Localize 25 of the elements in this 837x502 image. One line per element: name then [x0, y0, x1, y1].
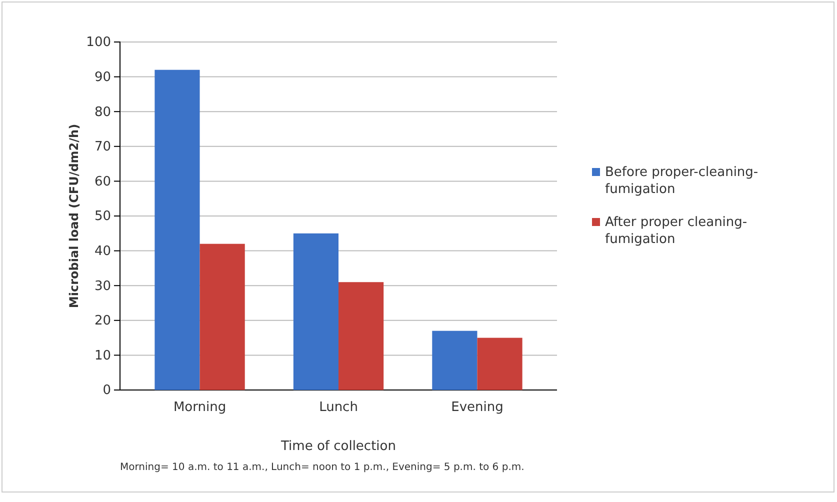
legend-label: Before proper-cleaning-fumigation: [605, 165, 758, 197]
y-tick-label: 100: [86, 35, 111, 50]
x-tick-label: Evening: [451, 400, 504, 416]
bar: [154, 70, 200, 390]
x-tick-label: Morning: [173, 400, 226, 416]
y-axis-title: Microbial load (CFU/dm2/h): [67, 124, 81, 308]
y-tick-label: 0: [102, 383, 111, 398]
bar: [338, 282, 384, 390]
bar: [477, 338, 522, 390]
y-tick-label: 60: [94, 174, 111, 190]
y-tick-label: 10: [94, 348, 111, 364]
y-tick-label: 80: [94, 104, 111, 120]
y-tick-label: 50: [94, 209, 111, 224]
x-tick-label: Lunch: [319, 400, 358, 416]
bar: [293, 233, 338, 390]
y-tick-label: 90: [94, 70, 111, 85]
x-axis-title: Time of collection: [280, 439, 396, 454]
text: Morning= 10 a.m. to 11 a.m., Lunch= noon to 1 p.m., Evening= 5 p.m. to 6 p.m.: [120, 462, 524, 473]
y-tick-label: 40: [94, 244, 111, 259]
bar: [200, 244, 245, 390]
legend-label: After proper cleaning-fumigation: [605, 215, 748, 247]
bar: [432, 330, 478, 390]
y-tick-label: 70: [94, 140, 111, 155]
y-tick-label: 20: [94, 314, 111, 329]
y-tick-label: 30: [94, 278, 111, 294]
